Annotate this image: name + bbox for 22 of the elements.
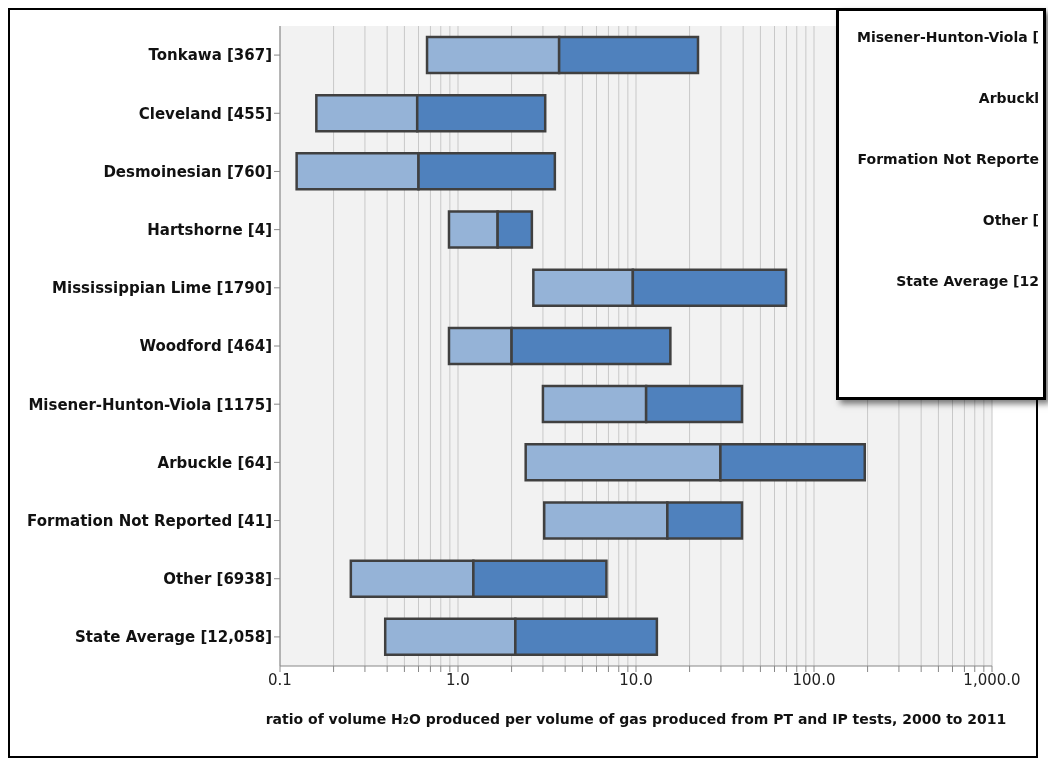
y-tick-label: Formation Not Reported [41] — [27, 511, 272, 530]
annotation: Formation Not Reporte — [857, 151, 1039, 167]
annotation: State Average [12 — [896, 273, 1039, 289]
x-tick-label: 1,000.0 — [963, 670, 1021, 689]
x-tick-label: 100.0 — [792, 670, 836, 689]
x-tick-label: 1.0 — [446, 670, 470, 689]
annotation: Misener-Hunton-Viola [ — [857, 29, 1039, 45]
y-tick-label: Woodford [464] — [139, 337, 272, 356]
y-tick-label: Mississippian Lime [1790] — [52, 279, 272, 298]
y-tick-label: Hartshorne [4] — [147, 220, 272, 239]
x-axis-title: ratio of volume H₂O produced per volume of gas produced from PT and IP tests, 2000 to 2011 — [265, 711, 1007, 727]
x-tick-label: 0.1 — [268, 670, 292, 689]
y-tick-label: Desmoinesian [760] — [103, 162, 272, 181]
annotation: Other [ — [982, 212, 1039, 228]
y-tick-label: State Average [12,058] — [75, 628, 272, 647]
y-tick-label: Arbuckle [64] — [157, 453, 272, 472]
y-tick-label: Other [6938] — [163, 570, 272, 589]
x-tick-label: 10.0 — [619, 670, 653, 689]
annotation: Arbuckl — [978, 90, 1039, 106]
y-tick-label: Tonkawa [367] — [148, 46, 272, 65]
y-tick-label: Cleveland [455] — [138, 104, 272, 123]
y-tick-label: Misener-Hunton-Viola [1175] — [28, 395, 272, 414]
